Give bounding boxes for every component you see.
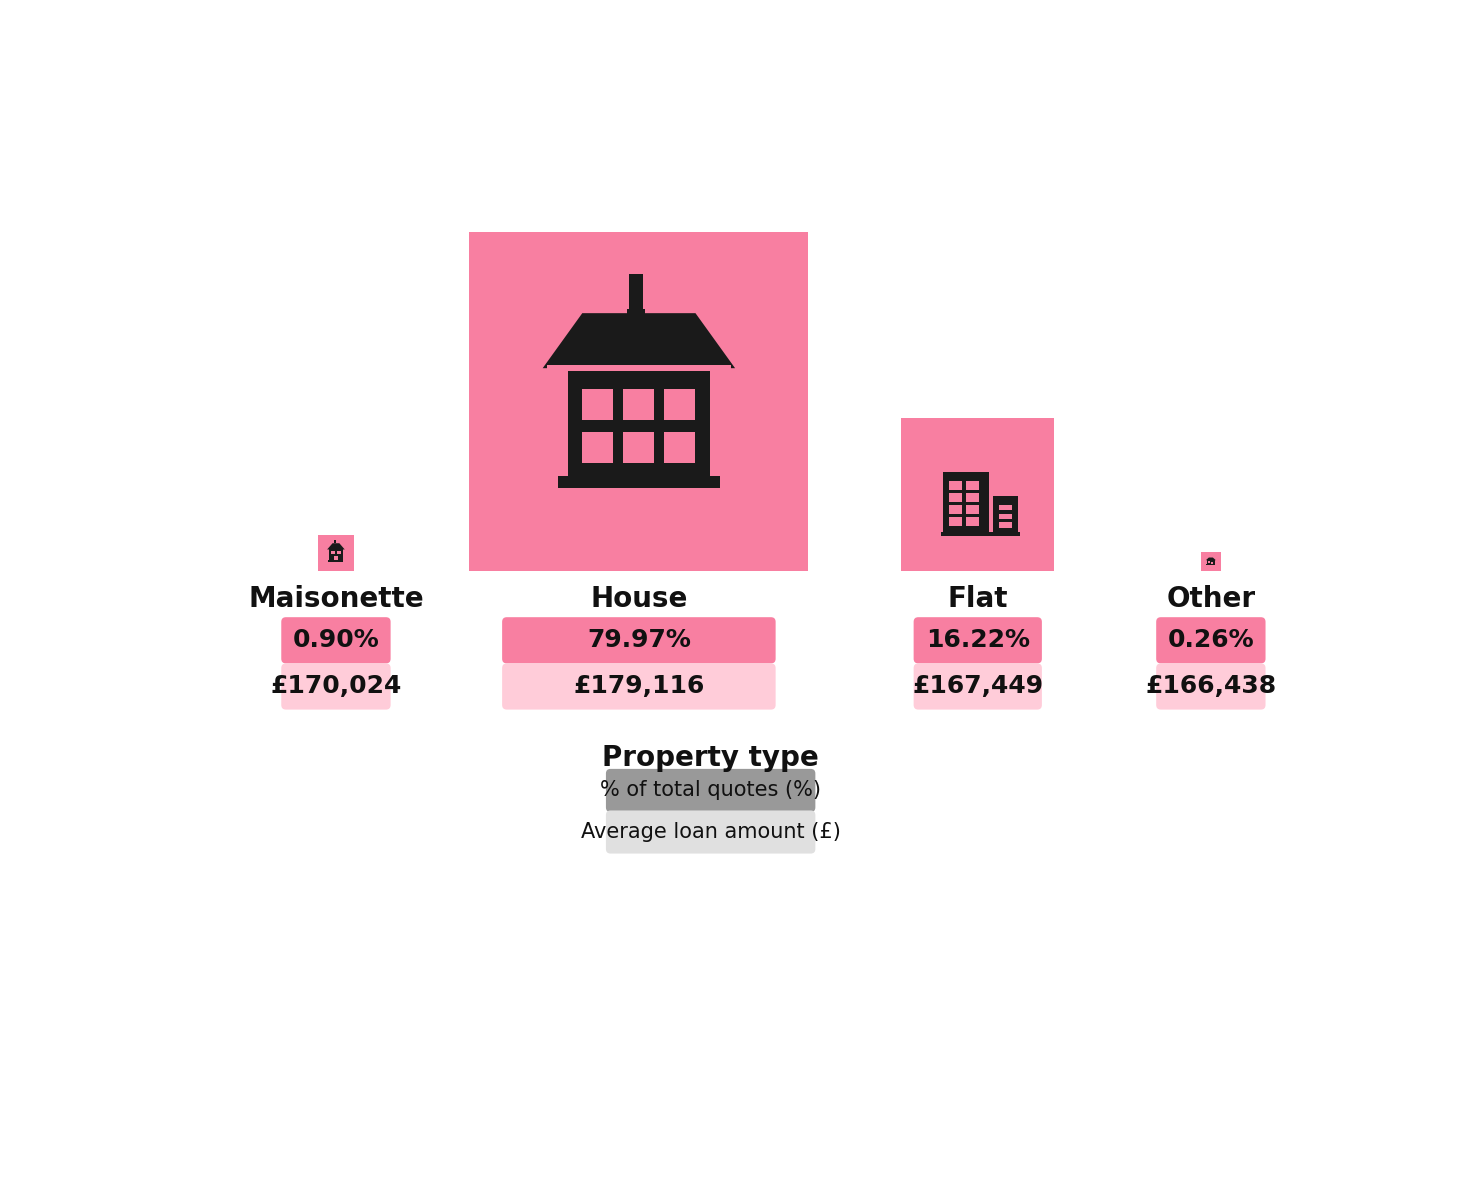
FancyBboxPatch shape xyxy=(282,618,390,663)
Text: £167,449: £167,449 xyxy=(912,674,1043,699)
FancyBboxPatch shape xyxy=(282,663,390,710)
FancyBboxPatch shape xyxy=(1156,618,1266,663)
Bar xyxy=(626,309,645,317)
Bar xyxy=(623,432,654,463)
Bar xyxy=(1207,560,1215,565)
Bar xyxy=(967,481,978,490)
FancyBboxPatch shape xyxy=(606,768,816,812)
Bar xyxy=(337,551,340,554)
Bar xyxy=(949,481,962,490)
Bar xyxy=(547,365,731,371)
FancyBboxPatch shape xyxy=(914,618,1042,663)
FancyBboxPatch shape xyxy=(914,663,1042,710)
Bar xyxy=(999,514,1012,518)
Bar xyxy=(949,493,962,502)
Polygon shape xyxy=(1206,558,1216,560)
Bar xyxy=(334,557,337,560)
Text: House: House xyxy=(590,585,688,613)
Bar xyxy=(329,560,343,561)
FancyBboxPatch shape xyxy=(502,618,776,663)
Text: Maisonette: Maisonette xyxy=(248,585,424,613)
FancyBboxPatch shape xyxy=(606,810,816,853)
Bar xyxy=(1207,561,1210,564)
FancyBboxPatch shape xyxy=(502,663,776,710)
Text: Other: Other xyxy=(1166,585,1256,613)
Bar xyxy=(967,505,978,514)
Bar xyxy=(942,531,1020,536)
Text: £166,438: £166,438 xyxy=(1146,674,1276,699)
Bar xyxy=(623,389,654,420)
Polygon shape xyxy=(543,314,735,369)
Text: Property type: Property type xyxy=(603,745,819,772)
Text: Flat: Flat xyxy=(948,585,1008,613)
Bar xyxy=(334,540,336,543)
Text: £179,116: £179,116 xyxy=(574,674,704,699)
Bar xyxy=(949,505,962,514)
Text: 0.26%: 0.26% xyxy=(1168,628,1254,652)
Text: Average loan amount (£): Average loan amount (£) xyxy=(581,822,841,841)
Bar xyxy=(665,432,695,463)
Bar xyxy=(943,472,989,531)
Bar xyxy=(967,517,978,525)
Bar xyxy=(318,535,354,571)
Bar xyxy=(967,493,978,502)
Bar xyxy=(582,389,613,420)
Bar xyxy=(329,549,343,560)
Text: 79.97%: 79.97% xyxy=(587,628,691,652)
Bar xyxy=(629,274,643,309)
Bar xyxy=(999,505,1012,510)
Text: £170,024: £170,024 xyxy=(270,674,402,699)
Polygon shape xyxy=(327,543,345,549)
Bar xyxy=(469,232,808,571)
Bar xyxy=(582,432,613,463)
Bar xyxy=(999,522,1012,528)
Text: % of total quotes (%): % of total quotes (%) xyxy=(600,780,822,801)
Text: 0.90%: 0.90% xyxy=(292,628,380,652)
Bar xyxy=(330,551,334,554)
Text: 16.22%: 16.22% xyxy=(926,628,1030,652)
Bar xyxy=(1212,563,1213,565)
Bar xyxy=(993,496,1018,531)
Bar xyxy=(1201,552,1221,571)
Bar xyxy=(557,476,720,488)
Bar xyxy=(568,369,710,476)
Bar xyxy=(665,389,695,420)
Bar xyxy=(949,517,962,525)
FancyBboxPatch shape xyxy=(1156,663,1266,710)
Bar xyxy=(901,419,1055,571)
